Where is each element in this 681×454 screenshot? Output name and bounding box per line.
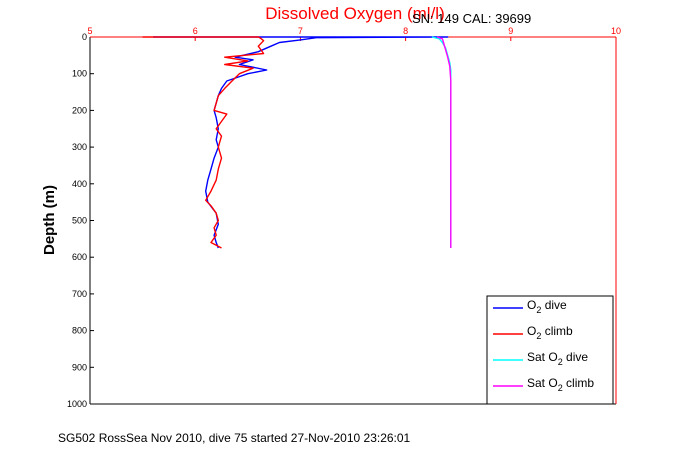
x-tick-label: 7 [298,26,303,36]
chart-caption: SG502 RossSea Nov 2010, dive 75 started … [58,431,411,445]
x-tick-label: 9 [508,26,513,36]
y-tick-label: 400 [72,179,87,189]
y-axis-label: Depth (m) [41,185,58,255]
y-tick-label: 300 [72,142,87,152]
x-tick-label: 8 [403,26,408,36]
legend-entry-label: O2 climb [527,324,573,341]
x-tick-label: 5 [87,26,92,36]
y-tick-label: 800 [72,326,87,336]
series-line-o2-climb [142,36,265,249]
y-tick-label: 700 [72,289,87,299]
legend-entry-label: Sat O2 dive [527,350,588,367]
legend-entry-label: Sat O2 climb [527,376,594,393]
y-tick-label: 1000 [67,399,87,409]
x-tick-label: 10 [611,26,621,36]
data-series [142,36,452,249]
series-line-sat-o2-climb [436,36,452,248]
x-tick-label: 6 [193,26,198,36]
y-tick-label: 100 [72,69,87,79]
chart-title: Dissolved Oxygen (ml/l) [265,4,445,23]
legend: O2 dive O2 climb Sat O2 dive Sat O2 climb [486,295,614,405]
y-tick-label: 0 [82,32,87,42]
y-tick-label: 600 [72,252,87,262]
chart-subtitle: SN: 149 CAL: 39699 [412,11,531,26]
y-tick-label: 200 [72,105,87,115]
y-tick-label: 900 [72,362,87,372]
legend-entry-label: O2 dive [527,298,567,315]
y-tick-label: 500 [72,216,87,226]
